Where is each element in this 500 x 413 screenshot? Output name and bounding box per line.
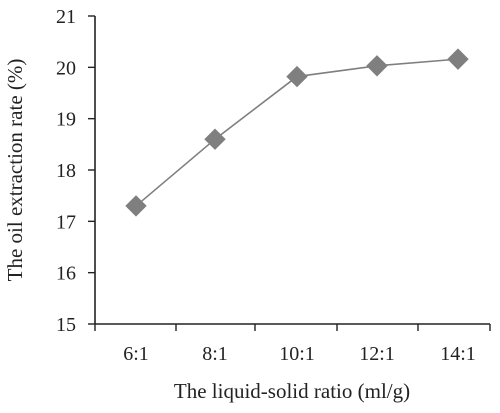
y-tick-label: 19 bbox=[56, 109, 76, 131]
x-ticks: 6:1 8:1 10:1 12:1 14:1 bbox=[94, 324, 491, 365]
x-tick-label: 14:1 bbox=[440, 343, 476, 365]
y-tick-label: 18 bbox=[56, 160, 76, 182]
y-tick-label: 20 bbox=[56, 57, 76, 79]
y-tick-label: 17 bbox=[56, 211, 76, 233]
x-tick-label: 12:1 bbox=[359, 343, 395, 365]
x-axis-title: The liquid-solid ratio (ml/g) bbox=[174, 379, 410, 403]
x-tick-label: 6:1 bbox=[123, 343, 149, 365]
axes bbox=[94, 16, 490, 325]
data-point-marker bbox=[204, 128, 226, 150]
y-ticks: 15 16 17 18 19 20 21 bbox=[56, 6, 95, 336]
y-axis-title: The oil extraction rate (%) bbox=[3, 59, 27, 282]
data-point-marker bbox=[286, 65, 308, 88]
x-tick-label: 10:1 bbox=[279, 343, 315, 365]
y-tick-label: 16 bbox=[56, 263, 76, 285]
x-tick-label: 8:1 bbox=[202, 343, 228, 365]
data-point-marker bbox=[125, 195, 147, 217]
y-tick-label: 21 bbox=[56, 6, 76, 28]
data-series bbox=[125, 48, 469, 217]
data-point-marker bbox=[447, 48, 469, 70]
y-tick-label: 15 bbox=[56, 314, 76, 336]
data-point-marker bbox=[366, 55, 388, 77]
